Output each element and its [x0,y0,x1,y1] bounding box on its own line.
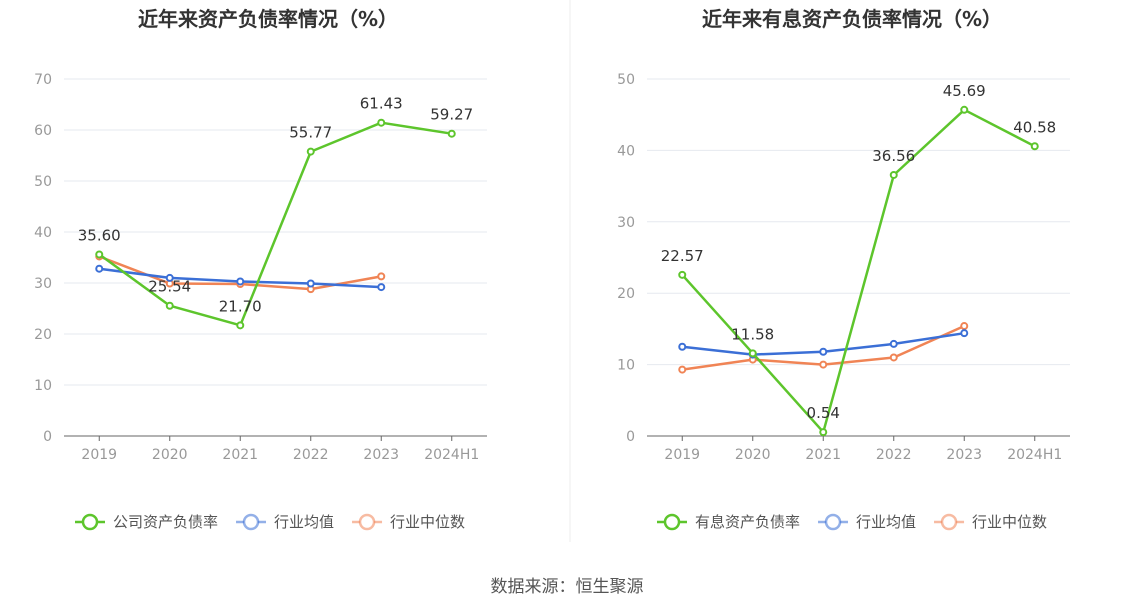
data-point [819,428,828,437]
data-point [236,321,245,330]
x-tick-label: 2020 [152,447,188,463]
x-tick-label: 2022 [876,447,912,463]
y-tick-label: 40 [34,225,52,241]
data-point [306,147,315,156]
data-point [819,347,828,356]
y-tick-label: 30 [617,215,635,231]
data-point [447,129,456,138]
y-tick-label: 20 [617,286,635,302]
legend-item[interactable]: 行业均值 [236,513,334,531]
legend-item[interactable]: 行业中位数 [934,513,1047,531]
legend-label: 行业均值 [274,513,334,531]
data-point [889,339,898,348]
data-point [165,273,174,282]
data-label: 61.43 [360,95,403,113]
data-label: 45.69 [943,82,986,100]
y-tick-label: 30 [34,276,52,292]
x-tick-label: 2019 [81,447,117,463]
legend-label: 公司资产负债率 [113,513,218,531]
y-tick-label: 0 [43,429,52,445]
legend-item[interactable]: 公司资产负债率 [75,513,218,531]
y-tick-label: 50 [34,174,52,190]
data-point [377,283,386,292]
data-point [377,118,386,127]
data-label: 35.60 [78,226,121,244]
chart-debt-ratio: 近年来资产负债率情况（%） 0 10 20 30 40 50 60 70 2019 2020 2021… [34,7,487,531]
legend-marker [824,513,842,531]
legend-item[interactable]: 有息资产负债率 [657,513,800,531]
legend-marker [81,513,99,531]
chart-title: 近年来资产负债率情况（%） [138,7,398,31]
series-line [681,108,1036,434]
y-tick-label: 10 [617,358,635,374]
legend-label: 有息资产负债率 [695,513,800,531]
data-source: 数据来源：恒生聚源 [491,577,644,597]
legend-label: 行业均值 [856,513,916,531]
data-point [1030,142,1039,151]
data-point [236,277,245,286]
x-tick-label: 2022 [293,447,329,463]
legend-label: 行业中位数 [390,513,465,531]
data-label: 0.54 [807,404,840,422]
x-tick-label: 2023 [946,447,982,463]
data-label: 22.57 [661,247,704,265]
data-point [165,301,174,310]
legend-label: 行业中位数 [972,513,1047,531]
y-tick-label: 10 [34,378,52,394]
data-label: 11.58 [731,325,774,343]
data-point [377,272,386,281]
data-label: 21.70 [219,297,262,315]
legend-marker [940,513,958,531]
legend-marker [358,513,376,531]
x-tick-label: 2024H1 [424,447,479,463]
x-tick-label: 2020 [735,447,771,463]
data-label: 36.56 [872,147,915,165]
x-tick-label: 2019 [664,447,700,463]
data-point [678,365,687,374]
series-line [98,121,452,327]
x-tick-label: 2023 [363,447,399,463]
legend-marker [663,513,681,531]
data-label: 59.27 [430,106,473,124]
data-point [306,279,315,288]
y-tick-label: 0 [626,429,635,445]
x-tick-label: 2021 [805,447,841,463]
y-tick-label: 50 [617,72,635,88]
data-point [678,342,687,351]
y-tick-label: 20 [34,327,52,343]
chart-interest-bearing-debt-ratio: 近年来有息资产负债率情况（%） 0 10 20 30 40 50 2019 2020 2021 20… [617,7,1070,531]
data-label: 40.58 [1013,118,1056,136]
data-point [889,353,898,362]
data-point [960,329,969,338]
data-label: 55.77 [289,124,332,142]
data-point [95,264,104,273]
data-point [889,170,898,179]
legend-item[interactable]: 行业均值 [818,513,916,531]
data-point [748,349,757,358]
y-tick-label: 70 [34,72,52,88]
data-point [960,322,969,331]
data-point [960,105,969,114]
y-tick-label: 40 [617,143,635,159]
data-label: 25.54 [148,278,191,296]
x-tick-label: 2024H1 [1007,447,1062,463]
data-point [678,270,687,279]
chart-title: 近年来有息资产负债率情况（%） [702,7,1002,31]
data-point [819,360,828,369]
y-tick-label: 60 [34,123,52,139]
legend-marker [242,513,260,531]
data-point [95,250,104,259]
x-tick-label: 2021 [222,447,258,463]
legend-item[interactable]: 行业中位数 [352,513,465,531]
